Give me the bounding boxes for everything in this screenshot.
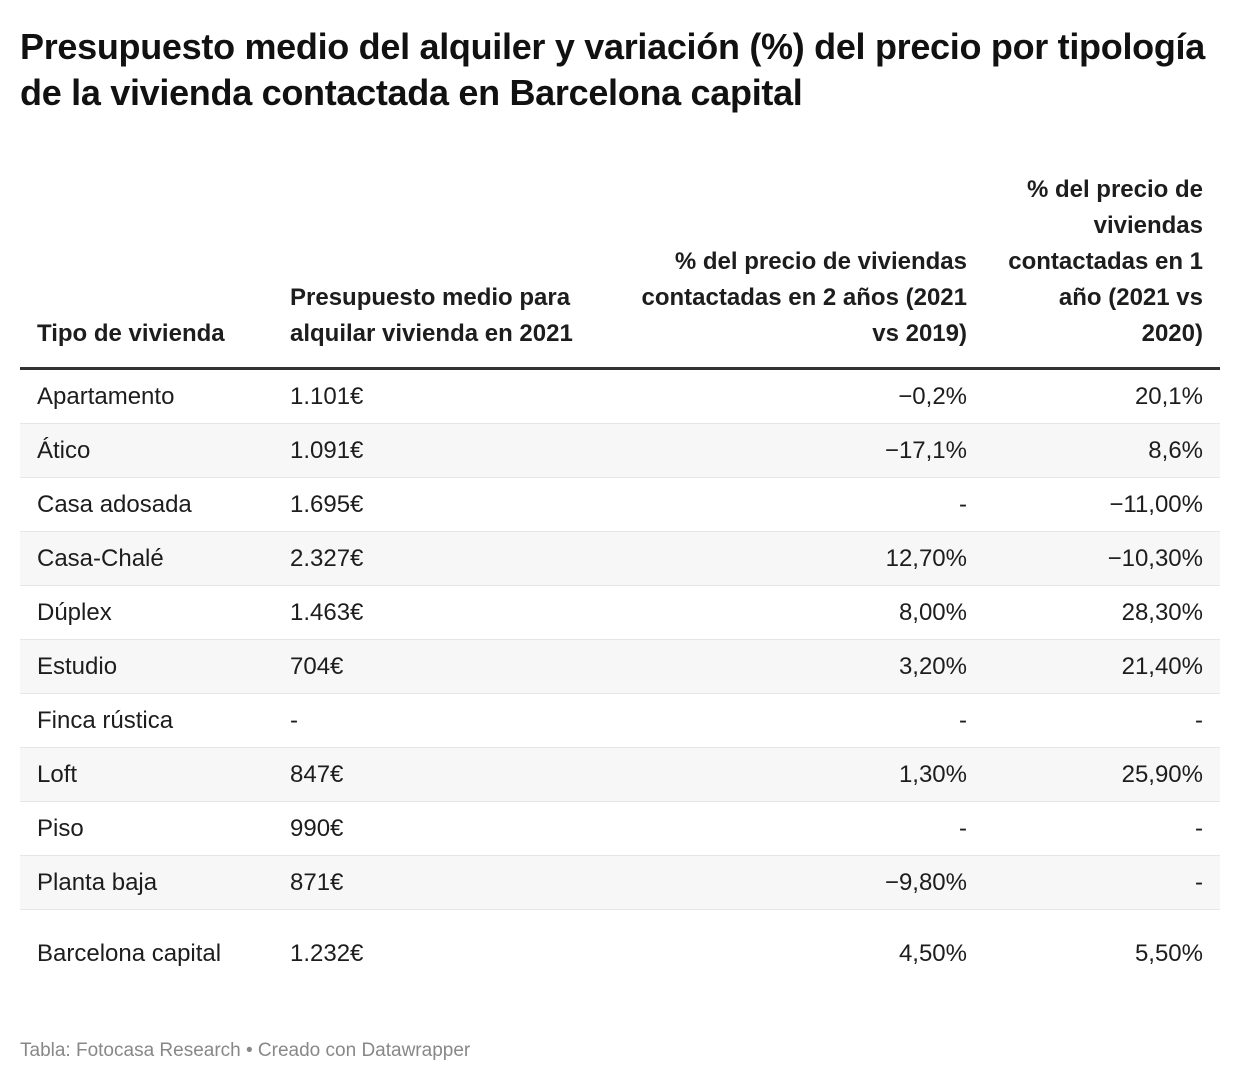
table-row: Loft 847€ 1,30% 25,90% <box>20 747 1220 802</box>
table-cell: 21,40% <box>984 639 1220 694</box>
table-row: Apartamento 1.101€ −0,2% 20,1% <box>20 368 1220 424</box>
table-row: Estudio 704€ 3,20% 21,40% <box>20 639 1220 694</box>
table-cell: 1.091€ <box>273 423 620 478</box>
table-cell: 28,30% <box>984 585 1220 640</box>
table-cell: Finca rústica <box>20 693 273 748</box>
table-cell: −11,00% <box>984 477 1220 532</box>
table-cell: 1,30% <box>620 747 984 802</box>
table-row: Casa-Chalé 2.327€ 12,70% −10,30% <box>20 531 1220 586</box>
table-cell: Casa-Chalé <box>20 531 273 586</box>
table-cell: Planta baja <box>20 855 273 910</box>
data-table: Tipo de vivienda Presupuesto medio para … <box>20 160 1220 998</box>
table-cell: 3,20% <box>620 639 984 694</box>
table-cell: - <box>273 693 620 748</box>
table-cell: 871€ <box>273 855 620 910</box>
table-cell: 20,1% <box>984 368 1220 424</box>
table-cell: 1.463€ <box>273 585 620 640</box>
table-cell: Loft <box>20 747 273 802</box>
table-cell: 1.232€ <box>290 940 364 967</box>
table-row: Dúplex 1.463€ 8,00% 28,30% <box>20 585 1220 640</box>
table-cell: - <box>984 855 1220 910</box>
table-title: Presupuesto medio del alquiler y variaci… <box>20 26 1205 113</box>
table-cell: 25,90% <box>984 747 1220 802</box>
table-cell: 1.101€ <box>273 368 620 424</box>
table-row: Finca rústica - - - <box>20 693 1220 748</box>
table-cell: 847€ <box>273 747 620 802</box>
column-header: % del precio de viviendas contactadas en… <box>984 160 1220 370</box>
table-cell: Barcelona capital <box>37 940 222 967</box>
table-row: Casa adosada 1.695€ - −11,00% <box>20 477 1220 532</box>
table-cell: 8,6% <box>984 423 1220 478</box>
table-cell: Ático <box>20 423 273 478</box>
table-cell: −0,2% <box>620 368 984 424</box>
table-cell: 1.695€ <box>273 477 620 532</box>
table-cell: - <box>620 477 984 532</box>
table-row: Piso 990€ - - <box>20 801 1220 856</box>
table-cell: Estudio <box>20 639 273 694</box>
table-cell: - <box>620 801 984 856</box>
table-cell: 12,70% <box>620 531 984 586</box>
table-cell: 704€ <box>273 639 620 694</box>
header-row: Tipo de vivienda Presupuesto medio para … <box>20 160 1220 370</box>
table-cell: Dúplex <box>20 585 273 640</box>
column-header: % del precio de viviendas contactadas en… <box>620 160 984 370</box>
column-header: Tipo de vivienda <box>20 160 273 370</box>
table-cell: - <box>620 693 984 748</box>
column-header: Presupuesto medio para alquilar vivienda… <box>273 160 620 370</box>
table-row: Planta baja 871€ −9,80% - <box>20 855 1220 910</box>
table-cell: 2.327€ <box>273 531 620 586</box>
table-cell: Piso <box>20 801 273 856</box>
table-cell: - <box>984 693 1220 748</box>
table-cell: 990€ <box>273 801 620 856</box>
table-cell: −9,80% <box>620 855 984 910</box>
table-cell: −17,1% <box>620 423 984 478</box>
table-row: Ático 1.091€ −17,1% 8,6% <box>20 423 1220 478</box>
table-cell: Casa adosada <box>20 477 273 532</box>
table-cell: Apartamento <box>20 368 273 424</box>
table-cell: 4,50% <box>898 940 967 967</box>
table-cell: - <box>984 801 1220 856</box>
table-row: Barcelona capital 1.232€ 4,50% 5,50% <box>20 910 1220 999</box>
table-cell: 5,50% <box>1134 940 1203 967</box>
source-footer: Tabla: Fotocasa Research • Creado con Da… <box>20 1040 471 1061</box>
table-cell: 8,00% <box>620 585 984 640</box>
table-cell: −10,30% <box>984 531 1220 586</box>
